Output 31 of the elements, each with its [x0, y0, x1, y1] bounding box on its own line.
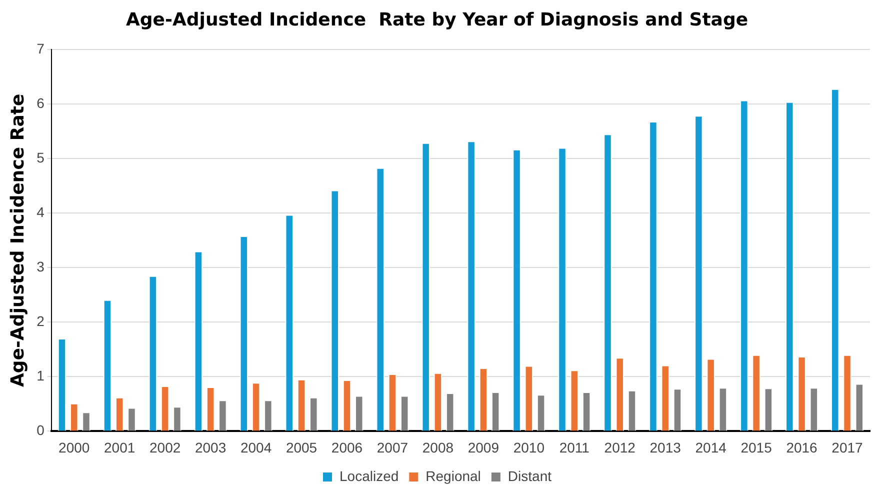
y-tick-label: 7 [36, 40, 45, 56]
y-tick-label: 4 [36, 204, 45, 220]
legend-label: Localized [340, 468, 399, 484]
x-tick-label: 2000 [58, 439, 90, 456]
y-tick-label: 5 [36, 149, 45, 166]
x-tick-label: 2005 [286, 439, 318, 456]
x-tick-label: 2016 [786, 439, 818, 456]
y-tick-label: 0 [36, 422, 45, 438]
y-tick-label: 1 [36, 368, 45, 384]
x-tick-label: 2007 [376, 439, 408, 456]
chart-title: Age-Adjusted Incidence Rate by Year of Diagnosis and Stage [126, 9, 748, 30]
y-axis-title: Age-Adjusted Incidence Rate [7, 94, 28, 387]
y-tick-label: 3 [36, 258, 45, 275]
y-tick-label: 2 [36, 313, 45, 330]
x-tick-label: 2011 [559, 439, 590, 456]
x-tick-label: 2015 [740, 439, 772, 456]
legend-label: Regional [426, 468, 481, 484]
y-tick-label: 6 [36, 94, 45, 111]
x-tick-label: 2003 [194, 439, 226, 456]
x-tick-label: 2010 [513, 439, 545, 456]
x-tick-label: 2002 [150, 439, 181, 456]
x-tick-label: 2004 [240, 439, 272, 456]
x-tick-label: 2012 [604, 439, 636, 456]
x-tick-label: 2009 [468, 439, 500, 456]
x-tick-label: 2008 [422, 439, 454, 456]
x-tick-label: 2014 [695, 439, 727, 456]
x-tick-label: 2006 [331, 439, 363, 456]
x-tick-label: 2017 [832, 439, 864, 456]
x-tick-label: 2013 [650, 439, 682, 456]
legend-label: Distant [508, 468, 552, 484]
x-tick-label: 2001 [104, 439, 136, 456]
